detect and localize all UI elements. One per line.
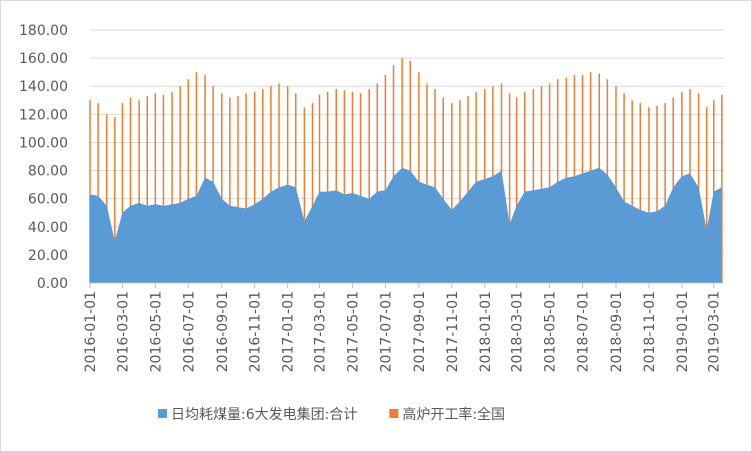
bar bbox=[523, 91, 526, 283]
bar bbox=[221, 93, 223, 283]
bar bbox=[343, 90, 346, 283]
x-tick-label: 2017-05-01 bbox=[345, 291, 361, 372]
bar bbox=[548, 83, 551, 284]
bar bbox=[114, 117, 116, 284]
bar bbox=[451, 103, 453, 283]
bar bbox=[376, 83, 379, 284]
x-tick-label: 2017-11-01 bbox=[445, 291, 461, 372]
legend-label: 日均耗煤量:6大发电集团:合计 bbox=[171, 406, 357, 423]
y-tick-label: 120.00 bbox=[19, 107, 68, 123]
bar bbox=[442, 97, 444, 283]
bar bbox=[237, 96, 239, 283]
bar bbox=[351, 91, 354, 283]
bar bbox=[648, 107, 650, 283]
bar bbox=[229, 97, 231, 283]
bar bbox=[311, 103, 314, 283]
bar bbox=[171, 91, 173, 283]
legend-swatch bbox=[158, 409, 167, 418]
bar bbox=[245, 93, 247, 283]
bar bbox=[286, 86, 289, 283]
bar bbox=[318, 94, 321, 284]
x-tick-label: 2018-09-01 bbox=[609, 291, 625, 372]
bar bbox=[508, 93, 511, 283]
x-tick-label: 2017-01-01 bbox=[281, 291, 297, 372]
x-tick-label: 2018-01-01 bbox=[478, 291, 494, 372]
legend: 日均耗煤量:6大发电集团:合计 高炉开工率:全国 bbox=[158, 406, 505, 423]
bar bbox=[721, 94, 723, 284]
bar bbox=[434, 89, 436, 284]
bar bbox=[105, 114, 108, 283]
bar bbox=[615, 86, 617, 283]
legend-label: 高炉开工率:全国 bbox=[402, 406, 505, 423]
x-tick-label: 2018-07-01 bbox=[576, 291, 592, 372]
bar bbox=[384, 74, 387, 283]
bar bbox=[623, 93, 625, 283]
bar bbox=[392, 65, 395, 283]
y-tick-label: 60.00 bbox=[28, 192, 68, 208]
bar bbox=[664, 103, 666, 283]
bar bbox=[146, 96, 148, 283]
bar bbox=[368, 89, 370, 284]
area bbox=[90, 167, 722, 283]
x-tick-label: 2016-03-01 bbox=[115, 291, 131, 372]
x-tick-label: 2016-11-01 bbox=[248, 291, 264, 372]
bar bbox=[418, 72, 420, 284]
bar bbox=[556, 79, 559, 283]
y-tick-label: 160.00 bbox=[19, 51, 68, 67]
bar bbox=[162, 94, 165, 284]
bar bbox=[467, 96, 469, 283]
bar bbox=[656, 105, 658, 284]
x-tick-label: 2017-03-01 bbox=[313, 291, 329, 372]
x-tick-label: 2018-03-01 bbox=[510, 291, 526, 372]
bar bbox=[270, 86, 272, 283]
y-tick-label: 180.00 bbox=[19, 23, 68, 39]
bar bbox=[97, 103, 99, 283]
y-tick-label: 40.00 bbox=[28, 220, 68, 236]
y-tick-label: 20.00 bbox=[28, 248, 68, 264]
x-tick-label: 2018-11-01 bbox=[642, 291, 658, 372]
bar bbox=[195, 72, 198, 284]
bar bbox=[515, 97, 518, 283]
x-tick-label: 2016-05-01 bbox=[148, 291, 164, 372]
bar bbox=[179, 86, 181, 283]
x-tick-label: 2017-09-01 bbox=[412, 291, 428, 372]
bar bbox=[540, 86, 543, 283]
bar bbox=[278, 83, 280, 284]
y-tick-label: 0.00 bbox=[37, 276, 68, 292]
legend-swatch bbox=[389, 409, 399, 418]
bar bbox=[631, 100, 633, 284]
bar bbox=[532, 89, 535, 284]
y-tick-label: 80.00 bbox=[28, 164, 68, 180]
bar bbox=[639, 103, 642, 283]
x-tick-label: 2019-01-01 bbox=[675, 291, 691, 372]
bar bbox=[459, 100, 461, 284]
bar bbox=[262, 89, 264, 284]
y-tick-label: 140.00 bbox=[19, 79, 68, 95]
bar bbox=[89, 100, 91, 284]
x-tick-label: 2016-01-01 bbox=[83, 291, 99, 372]
bar bbox=[138, 100, 140, 284]
x-tick-label: 2019-03-01 bbox=[707, 291, 723, 372]
bar bbox=[303, 107, 306, 283]
bar bbox=[705, 107, 708, 283]
x-tick-label: 2016-09-01 bbox=[215, 291, 231, 372]
bar bbox=[253, 91, 256, 283]
bar bbox=[326, 91, 329, 283]
bar bbox=[121, 103, 124, 283]
bar bbox=[335, 89, 338, 284]
x-tick-label: 2018-05-01 bbox=[543, 291, 559, 372]
x-tick-label: 2016-07-01 bbox=[181, 291, 197, 372]
y-tick-label: 100.00 bbox=[19, 135, 68, 151]
bar bbox=[154, 93, 157, 283]
bar bbox=[129, 97, 132, 283]
x-tick-label: 2017-07-01 bbox=[378, 291, 394, 372]
bar bbox=[426, 83, 428, 284]
bar bbox=[187, 79, 190, 283]
bar bbox=[359, 93, 362, 283]
